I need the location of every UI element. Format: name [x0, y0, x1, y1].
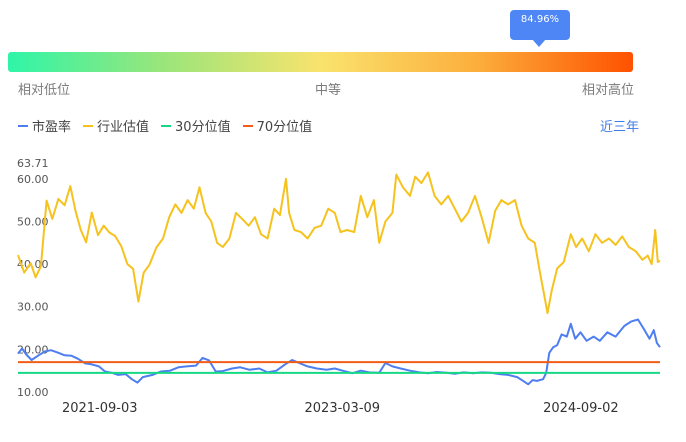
legend-item-p30[interactable]: 30分位值	[161, 116, 231, 135]
legend-label: 30分位值	[175, 120, 231, 135]
series-line	[17, 171, 661, 315]
y-tick-label: 30.00	[17, 301, 49, 314]
valuation-gauge-bar	[8, 52, 633, 72]
y-tick-label: 10.00	[17, 386, 49, 399]
period-selector[interactable]: 近三年	[600, 120, 640, 135]
gauge-label-high: 相对高位	[582, 83, 635, 98]
legend-label: 市盈率	[32, 120, 72, 135]
y-tick-label: 60.00	[17, 173, 49, 186]
legend-swatch	[161, 124, 172, 127]
y-tick-label: 50.00	[17, 215, 49, 228]
legend-swatch	[83, 124, 94, 127]
legend-swatch	[242, 124, 253, 127]
gauge-label-mid: 中等	[315, 83, 342, 98]
legend-swatch	[18, 124, 28, 127]
x-tick-label: 2021-09-03	[62, 401, 138, 416]
legend-item-industry[interactable]: 行业估值	[83, 116, 149, 135]
percentile-tooltip: 84.96%	[510, 10, 570, 47]
gauge-label-low: 相对低位	[18, 83, 71, 98]
legend-item-pe[interactable]: 市盈率	[18, 116, 71, 135]
percentile-value: 84.96%	[520, 14, 560, 25]
x-tick-label: 2023-03-09	[305, 401, 381, 416]
chart-legend: 市盈率 行业估值 30分位值 70分位值	[18, 116, 312, 135]
legend-label: 70分位值	[256, 120, 313, 135]
legend-label: 行业估值	[97, 120, 150, 135]
legend-item-p70[interactable]: 70分位值	[242, 116, 313, 135]
series-line	[17, 318, 661, 386]
y-tick-label: 63.71	[17, 157, 49, 170]
x-tick-label: 2024-09-02	[543, 401, 619, 416]
